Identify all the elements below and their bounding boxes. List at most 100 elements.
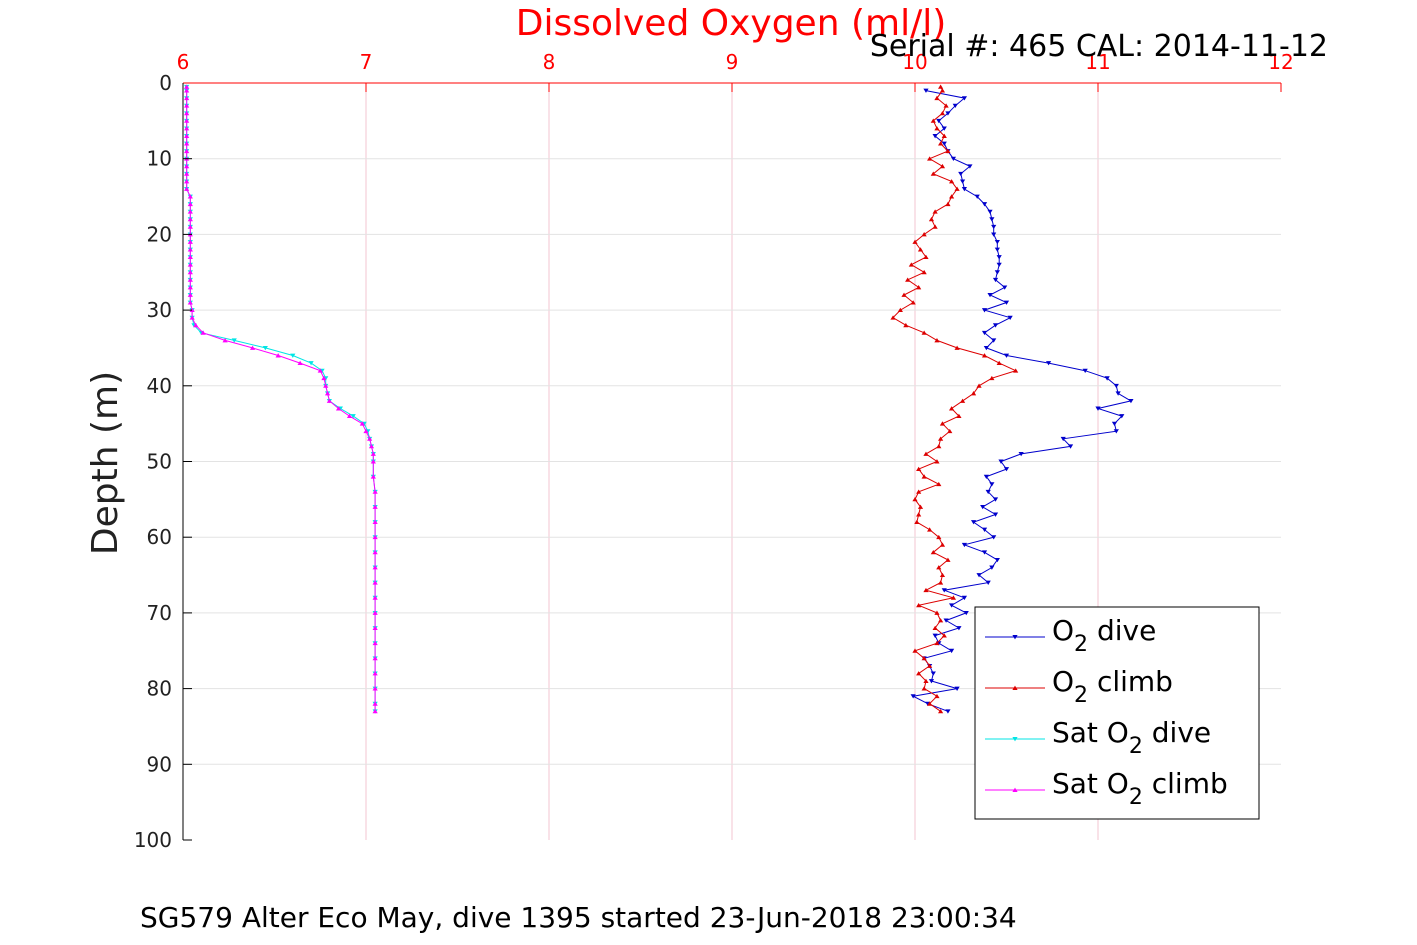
data-point-o2-climb (938, 141, 944, 146)
data-point-o2-dive (989, 217, 995, 222)
legend-entry-o2-climb: O2 climb (985, 665, 1173, 708)
data-point-sat-o2-climb (317, 368, 323, 373)
data-point-sat-o2-climb (184, 163, 190, 169)
data-point-sat-o2-climb (184, 110, 190, 116)
data-point-o2-dive (956, 626, 962, 631)
y-tick-label: 90 (147, 752, 172, 776)
data-point-o2-dive (967, 164, 973, 169)
data-point-o2-climb (976, 383, 982, 388)
data-point-sat-o2-climb (184, 141, 190, 146)
x-tick-label: 11 (1085, 50, 1110, 74)
data-point-o2-climb (934, 95, 940, 101)
data-point-o2-climb (928, 216, 935, 222)
legend-marker (1012, 635, 1018, 640)
chart-title: Dissolved Oxygen (ml/l) (516, 3, 947, 44)
legend: O2 dive O2 climb Sat O2 dive Sat O2 climb (974, 606, 1260, 820)
data-point-o2-dive (981, 527, 988, 532)
data-point-o2-climb (945, 148, 951, 154)
data-point-o2-dive (1113, 383, 1119, 389)
data-point-o2-climb (943, 103, 949, 108)
data-point-o2-dive (961, 96, 968, 101)
data-point-o2-climb (903, 322, 909, 328)
legend-marker (1012, 737, 1018, 742)
data-point-sat-o2-climb (187, 254, 193, 260)
data-point-o2-dive (980, 504, 986, 510)
legend-marker (1012, 787, 1018, 792)
data-point-o2-dive (994, 247, 1000, 252)
data-point-sat-o2-climb (372, 708, 378, 714)
x-tick-label: 9 (726, 50, 739, 74)
data-point-o2-climb (917, 247, 924, 252)
data-point-o2-dive (981, 202, 988, 207)
data-point-o2-climb (949, 194, 955, 199)
x-tick-label: 7 (360, 50, 373, 74)
data-point-o2-dive (985, 489, 991, 495)
data-point-sat-o2-dive (350, 414, 356, 419)
data-point-o2-climb (916, 602, 922, 608)
series-layer (184, 84, 1134, 714)
series-o2-climb (890, 84, 1019, 714)
data-point-o2-climb (932, 625, 938, 630)
data-point-o2-climb (934, 610, 940, 615)
y-tick-label: 30 (147, 298, 172, 322)
data-point-sat-o2-climb (184, 171, 190, 176)
data-point-o2-climb (923, 678, 929, 683)
data-point-sat-o2-dive (262, 346, 268, 351)
x-tick-label: 8 (543, 50, 556, 74)
data-point-sat-o2-climb (372, 671, 378, 676)
data-point-o2-climb (949, 406, 955, 411)
data-point-o2-climb (905, 277, 911, 282)
data-point-o2-dive (983, 474, 989, 479)
data-point-o2-dive (1095, 406, 1101, 411)
data-point-o2-dive (941, 126, 947, 131)
data-point-sat-o2-climb (184, 84, 190, 89)
data-point-o2-dive (1003, 467, 1010, 472)
data-point-o2-climb (938, 580, 944, 585)
legend-marker (1012, 685, 1018, 690)
data-point-o2-climb (934, 338, 940, 343)
data-point-o2-dive (983, 346, 989, 351)
data-point-o2-climb (917, 504, 924, 509)
y-tick-label: 100 (134, 828, 172, 852)
data-point-o2-dive (941, 141, 947, 146)
data-point-o2-dive (974, 194, 980, 199)
data-point-o2-climb (897, 307, 903, 313)
data-point-o2-climb (916, 466, 922, 472)
data-point-o2-dive (991, 338, 997, 343)
data-point-sat-o2-dive (308, 361, 314, 366)
data-point-o2-climb (923, 587, 929, 593)
data-point-sat-o2-climb (184, 88, 190, 93)
data-point-sat-o2-climb (189, 307, 195, 313)
data-point-o2-dive (991, 232, 997, 237)
data-point-o2-dive (976, 573, 982, 578)
data-point-o2-climb (1013, 368, 1019, 373)
x-tick-label: 10 (902, 50, 927, 74)
series-line-o2-climb (892, 86, 1018, 712)
data-point-o2-dive (981, 550, 988, 555)
data-point-sat-o2-climb (372, 565, 378, 570)
data-point-sat-o2-climb (372, 655, 378, 661)
data-point-o2-dive (1113, 429, 1119, 434)
data-point-o2-climb (936, 565, 942, 570)
data-point-sat-o2-climb (326, 398, 332, 403)
data-point-o2-climb (932, 224, 938, 229)
legend-label: O2 dive (1052, 614, 1156, 657)
data-point-o2-dive (945, 709, 951, 714)
data-point-o2-dive (1045, 361, 1052, 366)
data-point-o2-dive (985, 580, 991, 585)
y-tick-label: 0 (159, 71, 172, 95)
data-point-sat-o2-climb (323, 383, 329, 388)
data-point-o2-dive (987, 209, 993, 215)
data-point-o2-climb (956, 413, 962, 419)
tick-labels: 6 7 8 9 10 11 12 0 10 20 30 40 50 60 70 80 90 100 (134, 50, 1294, 852)
data-point-o2-dive (961, 595, 968, 601)
legend-entry-sat-o2-climb: Sat O2 climb (985, 767, 1228, 810)
y-tick-label: 20 (147, 222, 172, 246)
data-point-o2-climb (970, 391, 977, 396)
data-point-sat-o2-climb (372, 701, 378, 706)
data-point-o2-dive (989, 482, 995, 487)
data-point-o2-dive (996, 255, 1002, 260)
data-point-o2-dive (994, 240, 1000, 245)
data-point-sat-o2-climb (372, 489, 378, 494)
data-point-sat-o2-climb (187, 269, 193, 275)
